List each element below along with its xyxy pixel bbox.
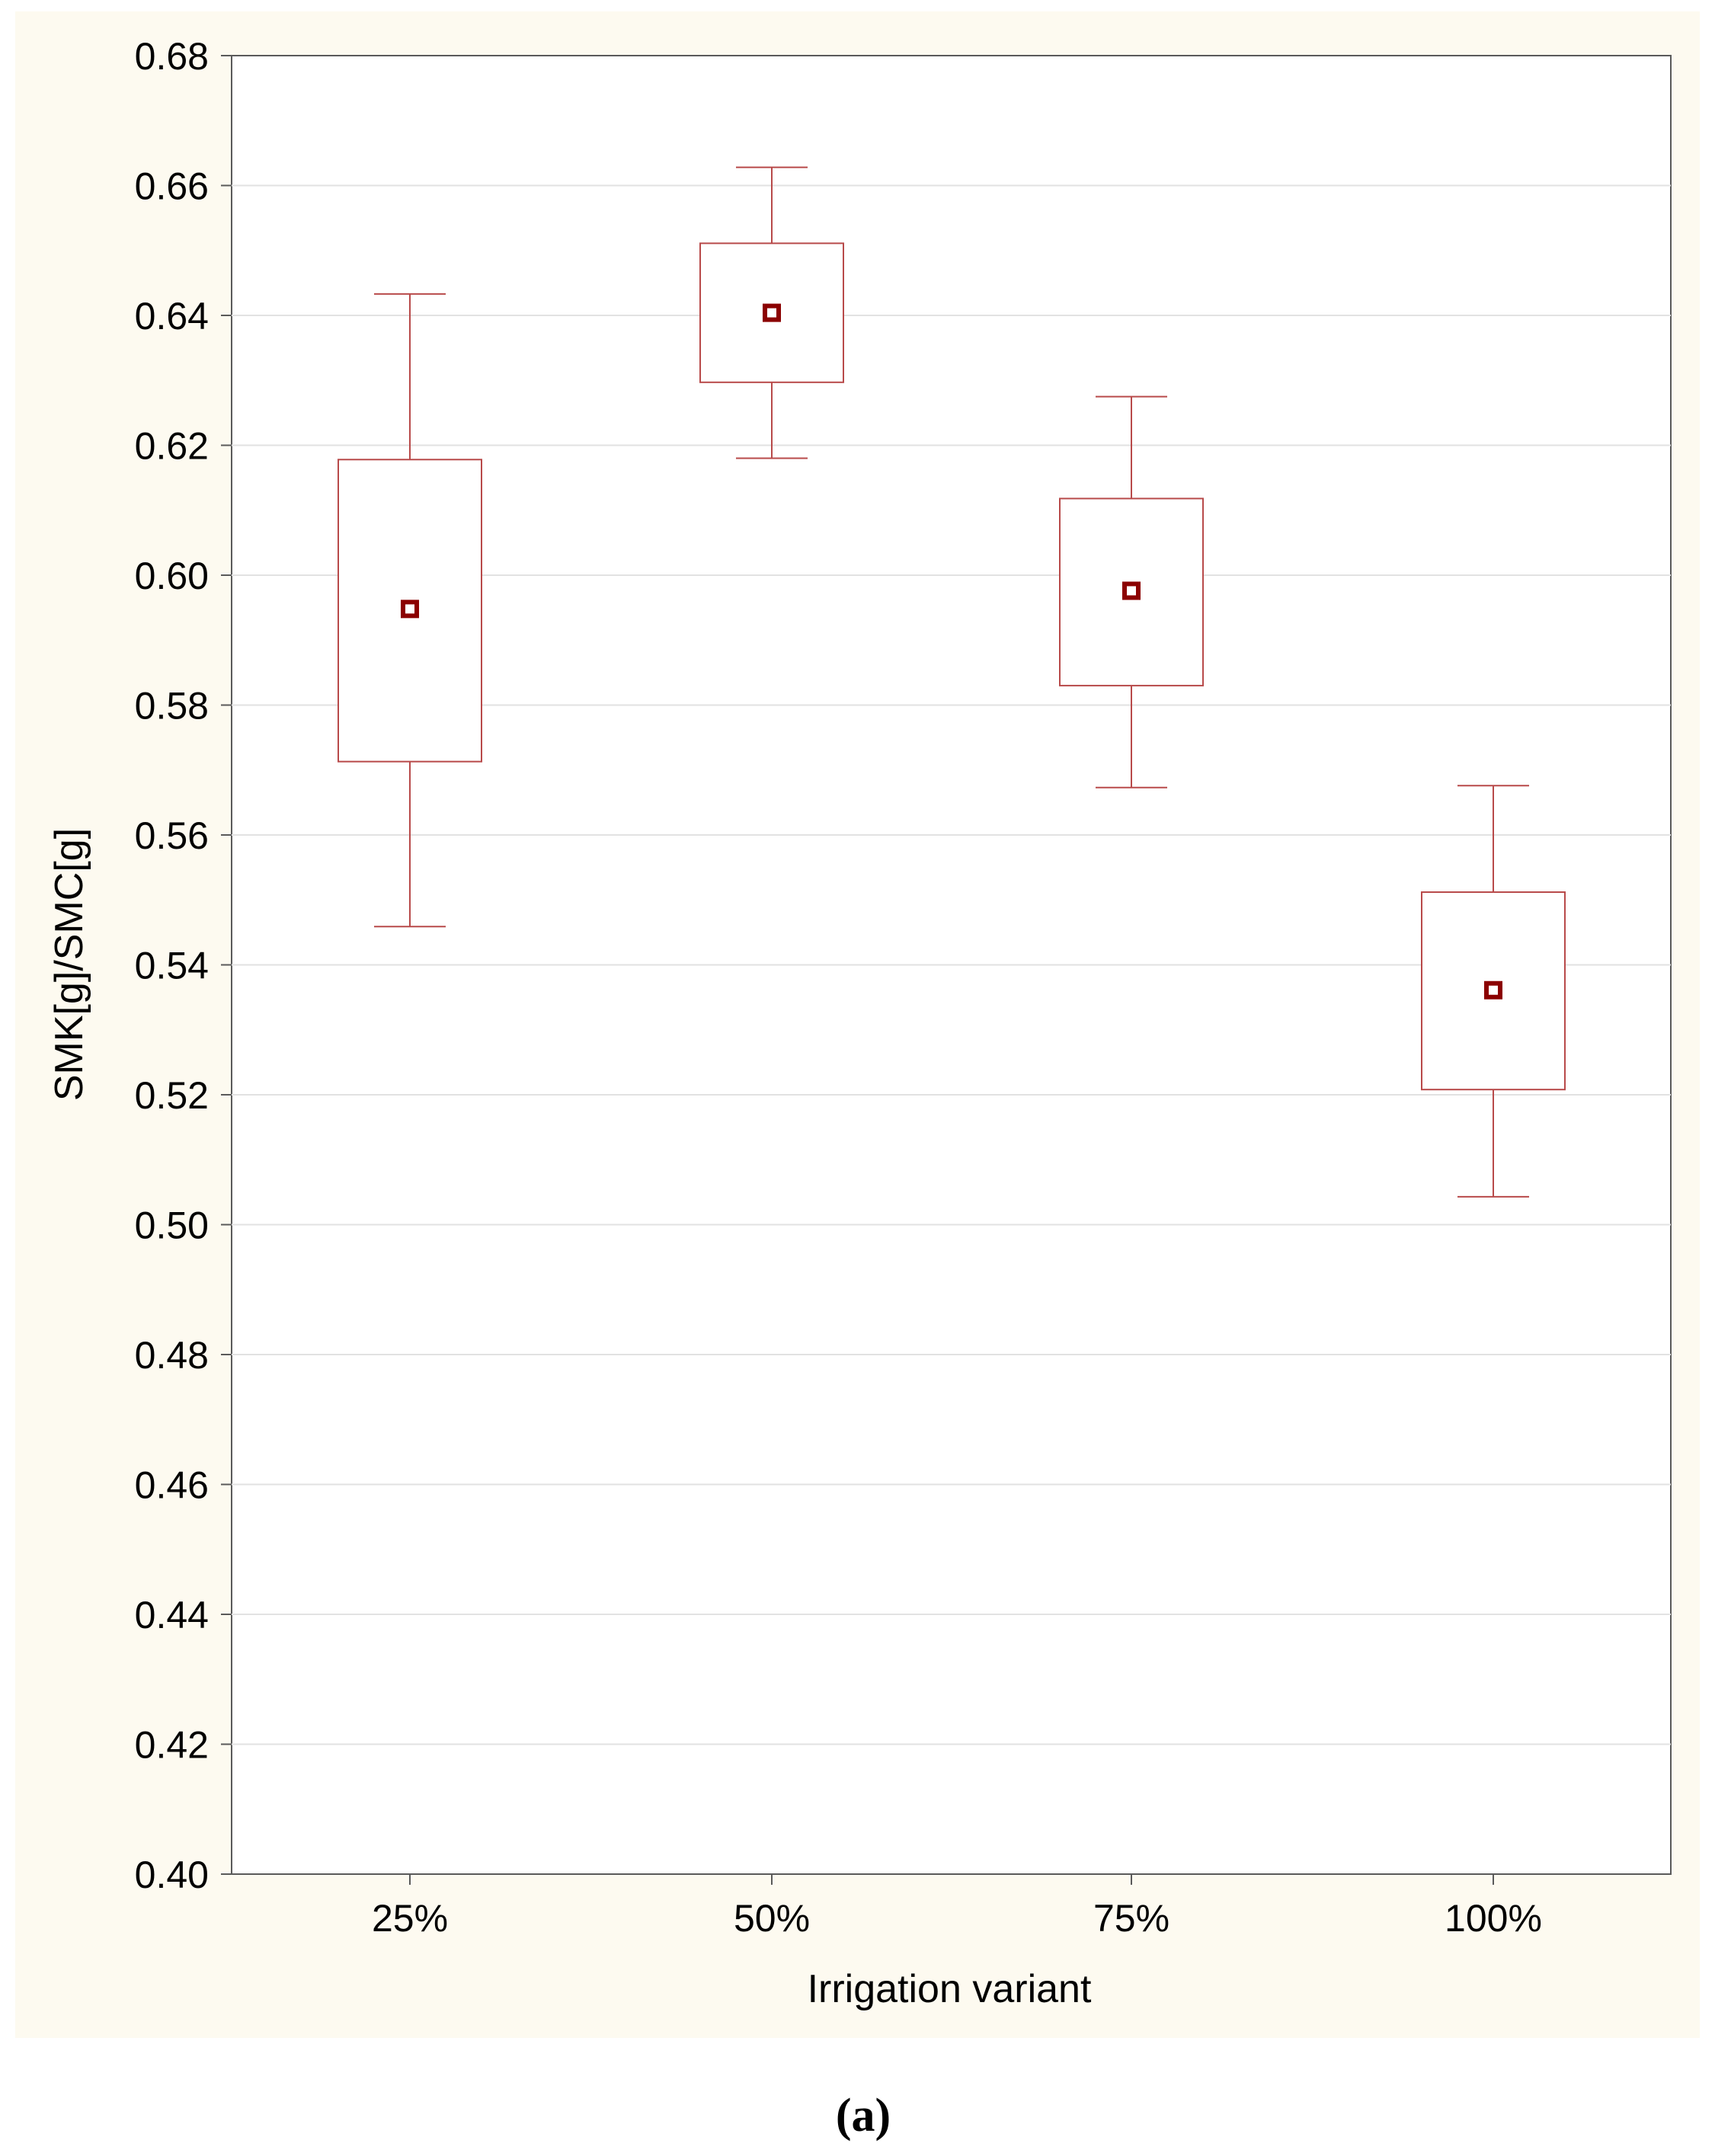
box-group (338, 293, 482, 928)
y-tick-label: 0.66 (135, 165, 209, 208)
mean-marker (763, 303, 781, 322)
box-group (1421, 785, 1566, 1198)
box-group (1059, 395, 1204, 789)
y-tick-label: 0.48 (135, 1334, 209, 1377)
y-tick-label: 0.52 (135, 1074, 209, 1117)
y-tick-label: 0.56 (135, 814, 209, 857)
y-tick-label: 0.60 (135, 555, 209, 597)
y-axis-label: SMK[g]/SMC[g] (47, 828, 91, 1101)
y-tick-label: 0.54 (135, 945, 209, 987)
mean-marker (1484, 980, 1502, 1000)
y-axis: 0.40 0.42 0.44 0.46 0.48 0.50 0.52 0.54 0.56 0.58… (135, 35, 232, 1896)
y-tick-label: 0.68 (135, 35, 209, 78)
boxes (338, 166, 1566, 1198)
x-tick-label: 50% (734, 1897, 810, 1940)
y-tick-label: 0.58 (135, 685, 209, 728)
y-tick-label: 0.50 (135, 1204, 209, 1247)
mean-marker (401, 600, 419, 619)
x-axis-label: Irrigation variant (808, 1967, 1092, 2011)
y-tick-label: 0.62 (135, 425, 209, 468)
box (1421, 891, 1566, 1091)
figure-caption: (a) (836, 2090, 891, 2142)
x-axis: 25% 50% 75% 100% (372, 1874, 1542, 1940)
x-tick-label: 75% (1093, 1897, 1169, 1940)
x-tick-label: 100% (1445, 1897, 1542, 1940)
y-tick-label: 0.42 (135, 1724, 209, 1767)
y-tick-label: 0.44 (135, 1594, 209, 1636)
y-tick-label: 0.46 (135, 1464, 209, 1507)
y-tick-label: 0.64 (135, 295, 209, 337)
x-tick-label: 25% (372, 1897, 448, 1940)
mean-marker (1122, 581, 1141, 600)
box-group (699, 166, 844, 459)
y-tick-label: 0.40 (135, 1854, 209, 1896)
